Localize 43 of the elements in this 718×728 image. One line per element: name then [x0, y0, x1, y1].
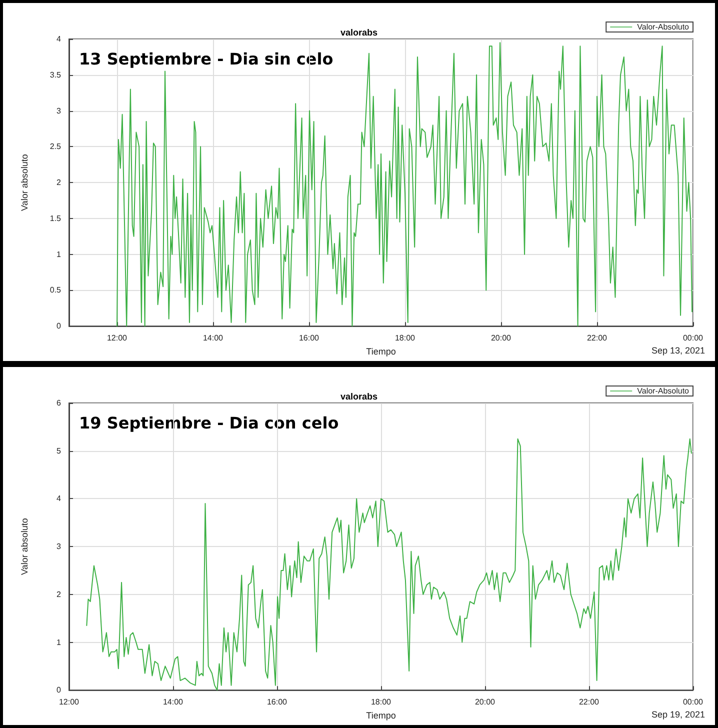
y-tick-label: 3 — [56, 542, 62, 552]
y-tick-label: 5 — [56, 446, 62, 456]
x-tick-label: 14:00 — [202, 334, 224, 343]
x-tick-label: 00:00 — [682, 334, 704, 343]
text: 19 Septiembre - Dia con celo — [79, 414, 339, 432]
x-tick-label: 12:00 — [106, 334, 128, 343]
chart-title: valorabs — [340, 28, 378, 38]
x-tick-label: 22:00 — [586, 334, 608, 343]
x-axis-title: Tiempo — [366, 710, 396, 720]
y-tick-label: 6 — [56, 398, 62, 408]
x-tick-label: 12:00 — [58, 698, 80, 707]
x-tick-label: 20:00 — [474, 698, 496, 707]
y-tick-label: 1 — [56, 250, 62, 259]
x-tick-label: 16:00 — [298, 334, 320, 343]
y-tick-label: 4 — [56, 34, 62, 44]
line-series — [86, 438, 692, 691]
y-tick-label: 4 — [56, 494, 62, 504]
x-axis-title: Tiempo — [366, 346, 396, 356]
y-axis-title: Valor absoluto — [20, 518, 30, 575]
x-tick-label: 20:00 — [490, 334, 512, 343]
legend-label: Valor-Absoluto — [637, 386, 690, 396]
legend-label: Valor-Absoluto — [637, 22, 690, 32]
y-tick-label: 2 — [56, 590, 62, 599]
y-axis-title: Valor absoluto — [20, 154, 30, 211]
y-tick-label: 0.5 — [50, 286, 62, 295]
y-tick-label: 0 — [56, 686, 62, 695]
y-tick-label: 3 — [56, 106, 62, 116]
x-tick-label: 22:00 — [578, 698, 600, 707]
x-tick-label: 16:00 — [266, 698, 288, 707]
y-tick-label: 2 — [56, 178, 62, 188]
y-tick-label: 1 — [56, 638, 62, 647]
y-tick-label: 1.5 — [50, 214, 62, 223]
text: Sep 13, 2021 — [651, 346, 706, 356]
text: 13 Septiembre - Dia sin celo — [79, 50, 334, 68]
x-tick-label: 14:00 — [162, 698, 184, 707]
text: Sep 19, 2021 — [651, 710, 706, 720]
y-tick-label: 3.5 — [50, 70, 62, 80]
x-tick-label: 00:00 — [682, 698, 704, 707]
chart-title: valorabs — [340, 392, 378, 402]
x-tick-label: 18:00 — [370, 698, 392, 707]
y-tick-label: 2.5 — [50, 142, 62, 152]
y-tick-label: 0 — [56, 322, 62, 331]
x-tick-label: 18:00 — [394, 334, 416, 343]
